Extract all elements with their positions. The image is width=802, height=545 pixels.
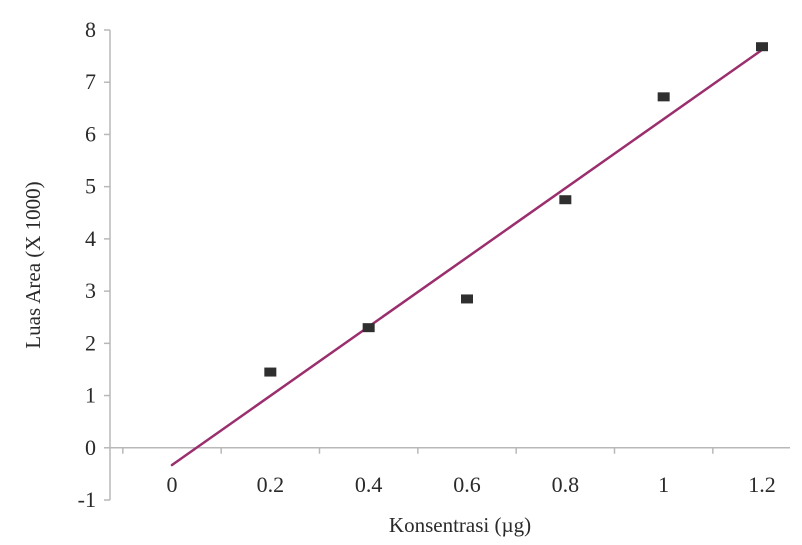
y-tick-label: -1 (78, 487, 96, 512)
data-point (657, 92, 670, 102)
y-tick-label: 6 (85, 121, 96, 146)
x-axis-title: Konsentrasi (µg) (389, 513, 531, 537)
x-tick-label: 1.2 (748, 472, 776, 497)
y-axis-title: Luas Area (X 1000) (21, 181, 45, 348)
y-tick-label: 4 (85, 226, 96, 251)
y-axis-ticks: -1 0 1 2 3 4 5 6 7 8 (78, 17, 110, 512)
x-tick-label: 0 (167, 472, 178, 497)
y-tick-label: 3 (85, 278, 96, 303)
x-axis-ticks: 0 0.2 0.4 0.6 0.8 1 1.2 (122, 447, 776, 497)
trend-line (170, 48, 764, 467)
data-point (264, 367, 277, 377)
x-tick-label: 0.4 (355, 472, 383, 497)
data-point (756, 42, 768, 52)
y-tick-label: 2 (85, 330, 96, 355)
axes (109, 30, 790, 500)
x-tick-label: 0.2 (257, 472, 285, 497)
x-tick-label: 0.6 (453, 472, 481, 497)
y-tick-label: 7 (85, 69, 96, 94)
x-tick-label: 0.8 (552, 472, 580, 497)
x-tick-label: 1 (658, 472, 669, 497)
data-point (362, 323, 375, 333)
plot-area (170, 42, 768, 467)
data-point (461, 294, 473, 304)
y-tick-label: 1 (85, 383, 96, 408)
data-point (559, 195, 572, 205)
y-tick-label: 0 (85, 435, 96, 460)
y-tick-label: 8 (85, 17, 96, 42)
y-tick-label: 5 (85, 174, 96, 199)
